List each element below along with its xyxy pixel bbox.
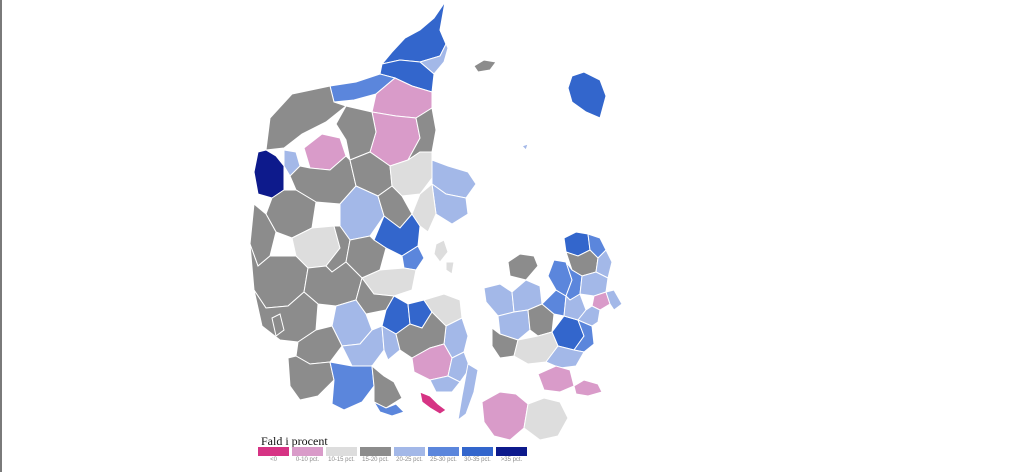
legend-item: 25-30 pct. [428,447,462,467]
region-samsø[interactable] [433,239,449,263]
legend-label: 30-35 pct. [464,457,491,463]
legend-swatch [360,447,391,456]
legend-label: 20-25 pct. [396,457,423,463]
legend-label: <0 [270,457,277,463]
legend-item: 30-35 pct. [462,447,496,467]
region-svendborg[interactable] [429,375,461,393]
region-bornholm[interactable] [567,71,607,119]
region-greve[interactable] [577,305,601,327]
region-thisted[interactable] [265,85,348,151]
region-amager[interactable] [605,289,623,311]
region-langeland[interactable] [457,363,479,422]
legend-item: 15-20 pct. [360,447,394,467]
region-copenhagen[interactable] [591,291,611,311]
legend-label: >35 pct. [500,457,523,463]
region-kalundborg[interactable] [483,283,515,317]
region-haderslev[interactable] [329,361,375,411]
legend-label: 0-10 pct. [295,457,320,463]
legend-label: 15-20 pct. [362,457,389,463]
legend-label: 25-30 pct. [430,457,457,463]
map-legend: Fald i procent <0 0-10 pct. 10-15 pct. 15-2… [258,434,538,468]
region-ærø[interactable] [419,391,447,415]
legend-item: >35 pct. [496,447,530,467]
legend-swatch [326,447,357,456]
region-skanderborg[interactable] [401,245,425,271]
region-møn[interactable] [573,379,603,397]
region-odsherred[interactable] [507,253,539,281]
legend-item: 20-25 pct. [394,447,428,467]
region-lolland[interactable] [481,391,529,441]
legend-swatch [496,447,527,456]
region-faxe[interactable] [545,345,585,369]
legend-swatch [258,447,289,456]
window-border [0,0,2,472]
legend-title: Fald i procent [261,434,328,448]
region-aabenraa[interactable] [371,364,403,409]
region-vordingborg[interactable] [537,365,575,393]
region-sønderborg[interactable] [372,400,405,417]
legend-swatches: <0 0-10 pct. 10-15 pct. 15-20 pct. 20-25 pct… [258,447,530,467]
legend-item: <0 [258,447,292,467]
legend-item: 10-15 pct. [326,447,360,467]
region-lemvig-coast[interactable] [253,149,285,199]
legend-item: 0-10 pct. [292,447,326,467]
region-guldborgsund[interactable] [523,397,569,441]
region-varde[interactable] [253,289,319,343]
legend-swatch [292,447,323,456]
region-helsingør[interactable] [595,249,613,279]
region-vendsyssel-north[interactable] [380,1,447,65]
region-small-islet[interactable] [521,143,529,151]
region-læsø[interactable] [473,59,497,73]
region-aarhus[interactable] [411,183,437,233]
legend-swatch [428,447,459,456]
legend-swatch [462,447,493,456]
region-anholt[interactable] [445,261,455,275]
region-nyborg[interactable] [447,351,471,383]
region-fredericia[interactable] [381,325,401,361]
region-fanø[interactable] [271,313,285,337]
legend-label: 10-15 pct. [328,457,355,463]
legend-swatch [394,447,425,456]
